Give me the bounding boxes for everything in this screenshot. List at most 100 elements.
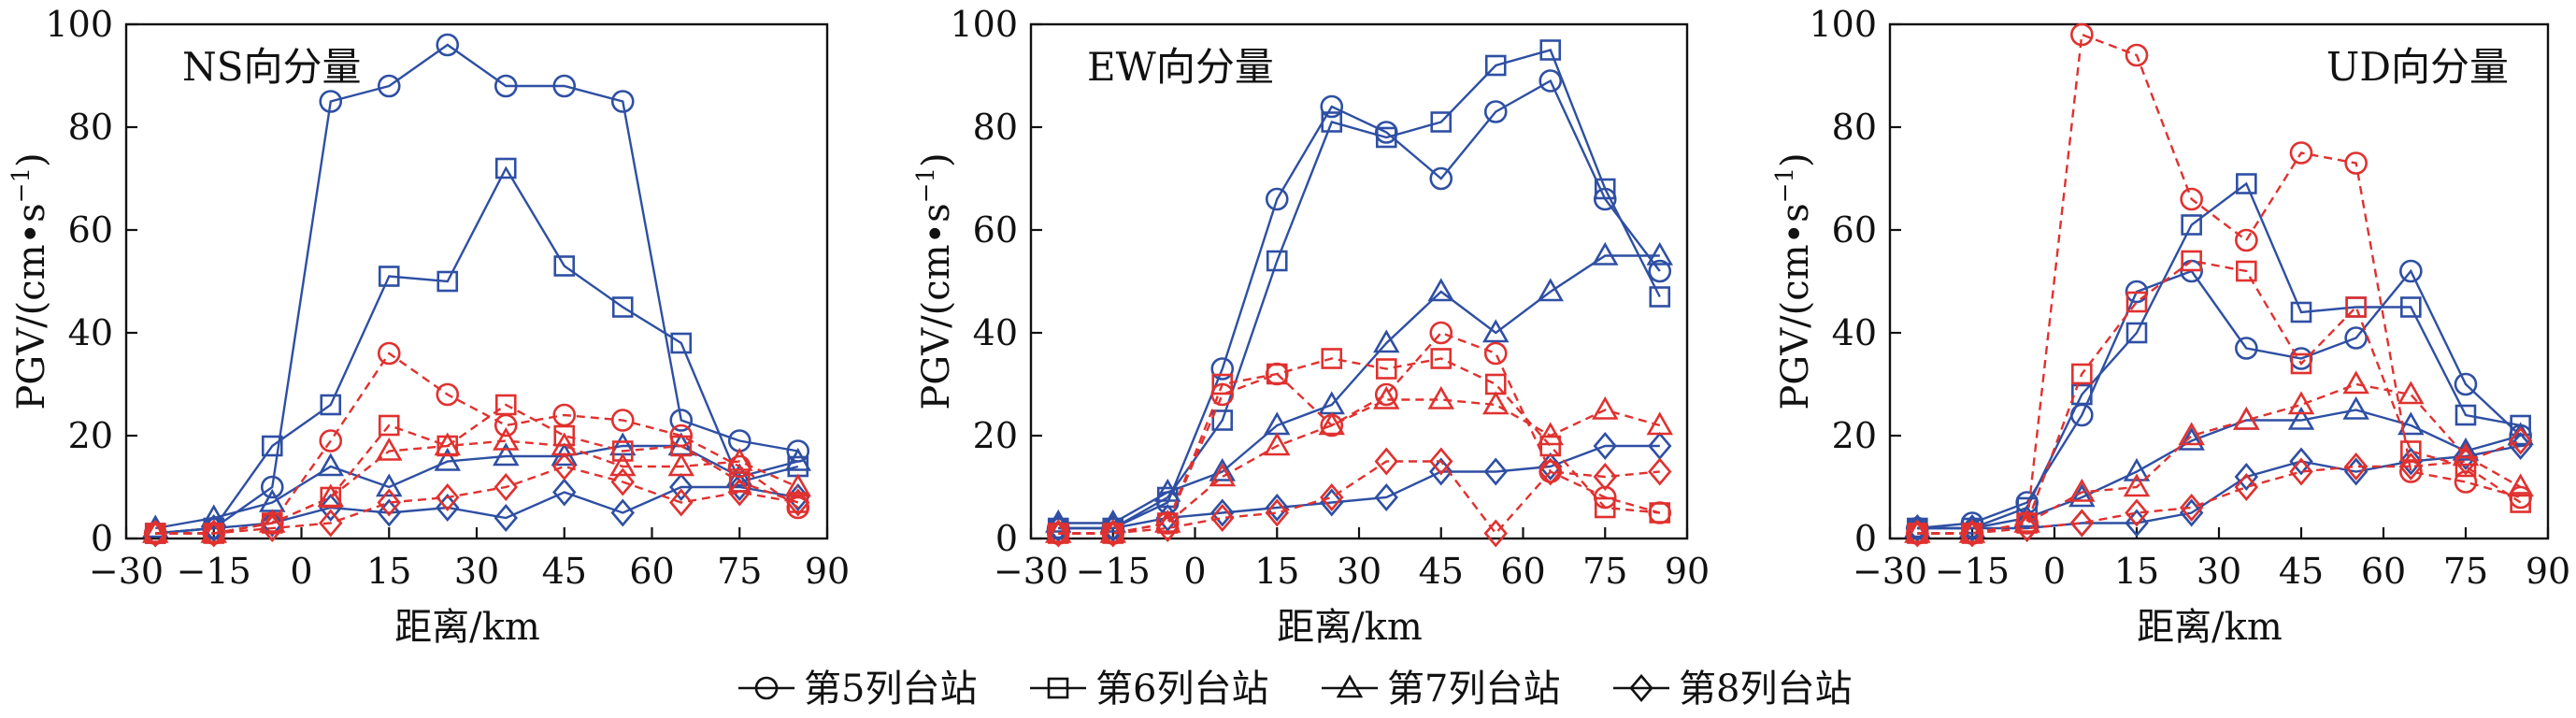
x-tick-label: 15 <box>2114 551 2159 592</box>
data-point <box>2014 513 2039 543</box>
x-tick-label: −30 <box>89 551 164 592</box>
data-point <box>2125 43 2149 67</box>
data-point <box>1154 478 1181 502</box>
data-point <box>2400 296 2422 318</box>
legend: 第5列台站 第6列台站 第7列台站 第8列台站 <box>738 668 1852 711</box>
data-point <box>727 472 751 502</box>
data-point <box>1375 358 1397 380</box>
series-line <box>155 439 799 535</box>
data-point <box>609 452 637 477</box>
y-tick-label: 100 <box>950 4 1018 45</box>
data-point <box>493 442 520 467</box>
legend-item-circle: 第5列台站 <box>738 668 977 711</box>
data-point <box>2508 426 2533 455</box>
data-point <box>260 475 284 499</box>
x-tick-label: 30 <box>454 551 499 592</box>
data-point <box>1483 457 1508 486</box>
data-point <box>377 74 401 98</box>
series-line <box>1917 181 2521 530</box>
data-point <box>2181 250 2202 272</box>
data-point <box>436 493 460 523</box>
y-tick-label: 0 <box>1854 518 1877 559</box>
series-line <box>155 165 799 535</box>
legend-item-diamond: 第8列台站 <box>1613 668 1852 711</box>
series-line <box>155 43 799 535</box>
legend-marker-diamond <box>1629 673 1653 703</box>
data-point <box>1483 100 1508 123</box>
data-point <box>1593 431 1617 461</box>
x-tick-label: 75 <box>717 551 762 592</box>
data-point <box>611 440 634 462</box>
data-point <box>1537 422 1564 446</box>
data-point <box>1374 447 1398 476</box>
data-point <box>1539 39 1562 61</box>
data-point <box>1538 457 1563 486</box>
data-point <box>1374 382 1398 407</box>
y-axis-label-main: PGV/(cm•s <box>915 203 958 409</box>
data-point <box>1045 519 1072 543</box>
x-tick-label: 60 <box>2361 551 2406 592</box>
data-point <box>494 74 518 98</box>
data-point <box>377 488 401 517</box>
y-tick-label: 80 <box>973 107 1018 148</box>
data-point <box>1210 498 1235 527</box>
y-tick-label: 60 <box>973 209 1018 251</box>
data-point <box>2397 411 2425 436</box>
data-point <box>784 447 811 471</box>
series-blue-square <box>144 157 809 544</box>
data-point <box>553 424 576 447</box>
data-point <box>2398 447 2424 476</box>
data-point <box>2454 404 2477 426</box>
data-point <box>1321 111 1343 133</box>
data-point <box>1210 357 1235 381</box>
legend-marker-square <box>1047 677 1069 699</box>
data-point <box>2071 383 2093 406</box>
data-point <box>610 90 635 113</box>
x-axis-label: 距离/km <box>394 606 540 649</box>
series-line <box>1917 382 2522 535</box>
data-point <box>1482 391 1510 415</box>
data-point <box>494 413 518 438</box>
y-axis-label-end: ) <box>1774 152 1817 167</box>
data-point <box>610 467 635 496</box>
data-point <box>2068 478 2096 502</box>
data-point <box>2289 141 2313 165</box>
data-point <box>1905 519 1930 548</box>
data-point <box>2069 509 2095 538</box>
data-point <box>319 493 343 523</box>
y-axis-label-end: ) <box>915 152 958 167</box>
data-point <box>728 471 751 493</box>
data-point <box>1594 496 1616 519</box>
x-tick-label: −15 <box>1076 551 1151 592</box>
data-point <box>2125 498 2149 527</box>
data-point <box>2287 406 2315 430</box>
legend-label: 第7列台站 <box>1387 668 1560 711</box>
series-red-diamond <box>1905 426 2533 548</box>
series-line <box>1917 259 2522 535</box>
data-point <box>260 513 284 543</box>
data-point <box>1211 373 1234 395</box>
data-point <box>200 504 227 528</box>
data-point <box>1320 482 1344 512</box>
data-point <box>1429 321 1453 345</box>
x-tick-label: 90 <box>2526 551 2570 592</box>
data-point <box>493 426 520 451</box>
data-point <box>2180 187 2203 211</box>
data-point <box>552 478 577 507</box>
data-point <box>2342 370 2369 395</box>
data-point <box>494 472 518 502</box>
y-axis-label: PGV/(cm•s−1) <box>912 152 958 409</box>
series-blue-circle <box>1906 259 2532 540</box>
data-point <box>1046 519 1070 548</box>
data-point <box>1648 259 1672 283</box>
x-tick-label: 75 <box>2443 551 2488 592</box>
data-point <box>2289 447 2313 476</box>
x-tick-label: 90 <box>1665 551 1710 592</box>
data-point <box>1265 187 1289 211</box>
data-point <box>1373 385 1400 409</box>
y-axis-label-end: ) <box>10 152 53 167</box>
y-axis-label-main: PGV/(cm•s <box>10 203 53 409</box>
legend-label: 第5列台站 <box>804 668 977 711</box>
data-point <box>2234 462 2259 492</box>
